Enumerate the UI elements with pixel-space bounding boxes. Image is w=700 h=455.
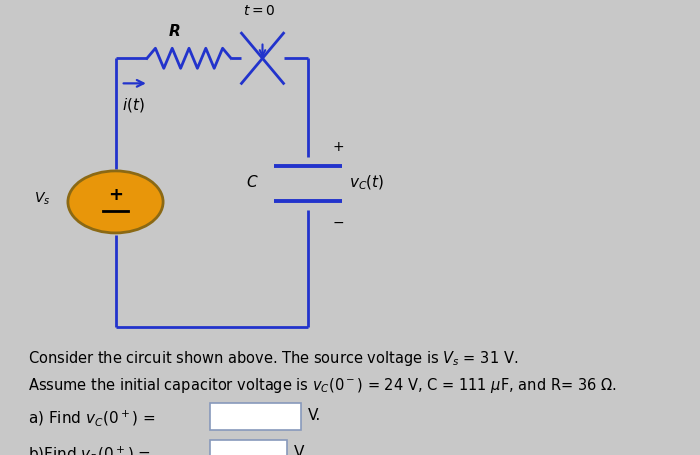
Text: $V_s$: $V_s$ xyxy=(34,191,50,207)
Text: b)Find $\mathit{v_R}(0^+)$ =: b)Find $\mathit{v_R}(0^+)$ = xyxy=(28,444,151,455)
Text: +: + xyxy=(108,185,123,203)
Text: +: + xyxy=(332,139,344,153)
Bar xyxy=(210,440,287,455)
Text: V.: V. xyxy=(294,444,307,455)
Text: $v_C(t)$: $v_C(t)$ xyxy=(349,173,384,191)
Text: a) Find $\mathit{v_C}(0^+)$ =: a) Find $\mathit{v_C}(0^+)$ = xyxy=(28,407,155,427)
Text: −: − xyxy=(332,215,344,229)
Text: V.: V. xyxy=(308,407,321,422)
Text: Assume the initial capacitor voltage is $\mathit{v_C}(0^-)$ = 24 V, C = 111 $\mu: Assume the initial capacitor voltage is … xyxy=(28,375,617,394)
Text: Consider the circuit shown above. The source voltage is $\mathit{V_s}$ = 31 V.: Consider the circuit shown above. The so… xyxy=(28,348,518,367)
Text: R: R xyxy=(169,24,181,39)
Circle shape xyxy=(68,172,163,233)
Text: C: C xyxy=(246,175,257,189)
Bar xyxy=(210,404,301,430)
Text: $i(t)$: $i(t)$ xyxy=(122,96,145,114)
Text: $t=0$: $t=0$ xyxy=(243,4,275,18)
